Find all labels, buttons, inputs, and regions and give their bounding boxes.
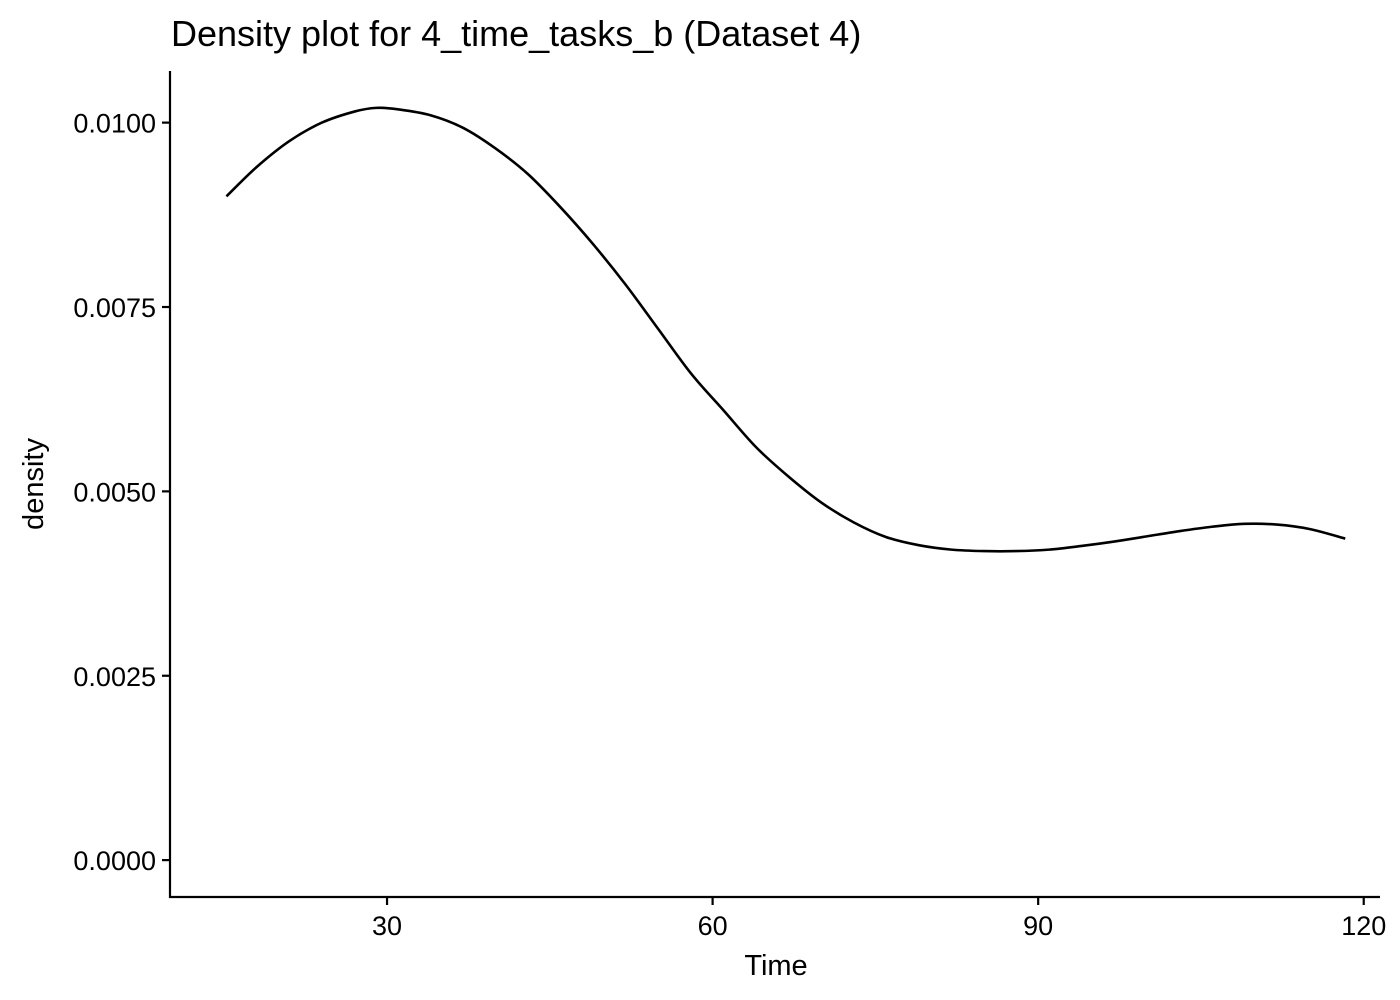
y-tick-label: 0.0100 (73, 109, 156, 139)
x-axis-title: Time (744, 950, 807, 982)
y-tick-label: 0.0000 (73, 846, 156, 876)
x-tick-label: 60 (698, 911, 728, 941)
y-tick-label: 0.0075 (73, 293, 156, 323)
y-tick-label: 0.0050 (73, 477, 156, 507)
y-axis-title: density (18, 438, 50, 530)
y-tick-label: 0.0025 (73, 662, 156, 692)
density-curve (225, 106, 1346, 553)
chart-title: Density plot for 4_time_tasks_b (Dataset… (171, 13, 861, 54)
x-tick-label: 90 (1023, 911, 1053, 941)
y-axis: 0.0000 0.0025 0.0050 0.0075 0.0100 (73, 109, 170, 876)
x-tick-label: 120 (1341, 911, 1386, 941)
x-axis: 30 60 90 120 (372, 897, 1386, 941)
x-tick-label: 30 (372, 911, 402, 941)
